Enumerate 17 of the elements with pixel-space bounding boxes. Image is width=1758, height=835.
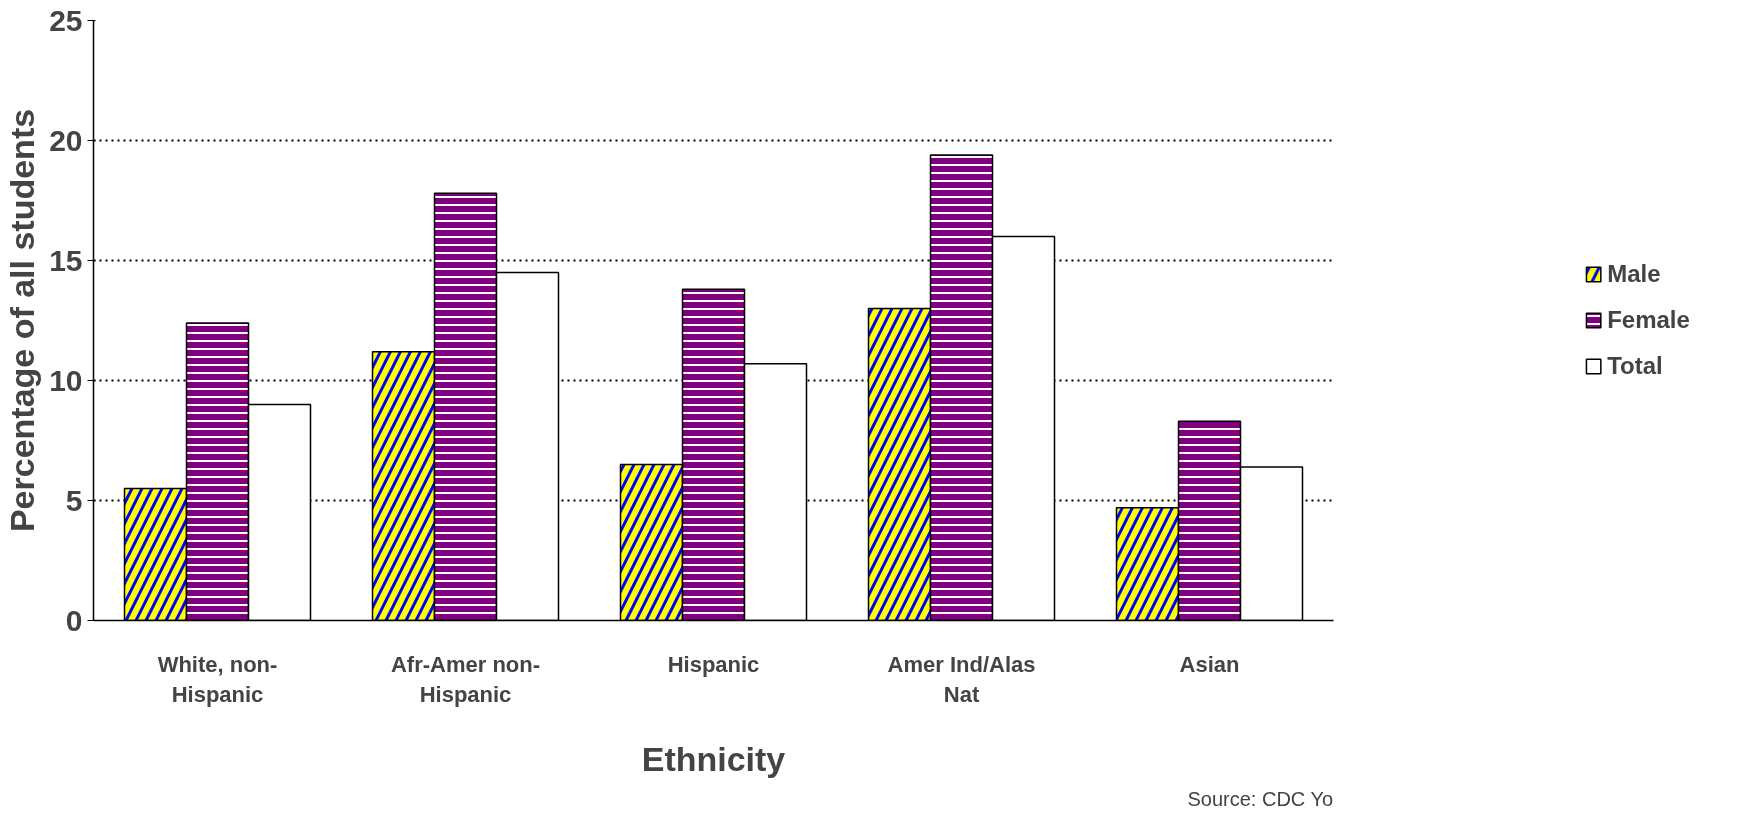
x-axis-title: Ethnicity — [641, 739, 786, 778]
x-tick-label: Hispanic — [667, 651, 760, 677]
y-tick-label: 25 — [49, 3, 83, 37]
x-tick-label: White, non-Hispanic — [157, 651, 278, 707]
legend-label: Female — [1607, 306, 1690, 334]
y-tick-label: 15 — [49, 243, 83, 277]
y-tick-label: 0 — [65, 603, 83, 637]
x-tick-label: Asian — [1179, 651, 1240, 677]
source-note: Source: CDC Yo — [1187, 787, 1334, 810]
y-tick-label: 20 — [49, 123, 83, 157]
legend-label: Male — [1607, 260, 1661, 288]
x-tick-label: Amer Ind/Alas Nat — [887, 651, 1036, 707]
y-tick-label: 5 — [65, 483, 83, 517]
y-axis-title: Percentage of all students — [3, 108, 42, 533]
y-tick-label: 10 — [49, 363, 83, 397]
x-tick-label: Afr-Amer non-Hispanic — [390, 651, 541, 707]
legend-label: Total — [1607, 352, 1663, 380]
